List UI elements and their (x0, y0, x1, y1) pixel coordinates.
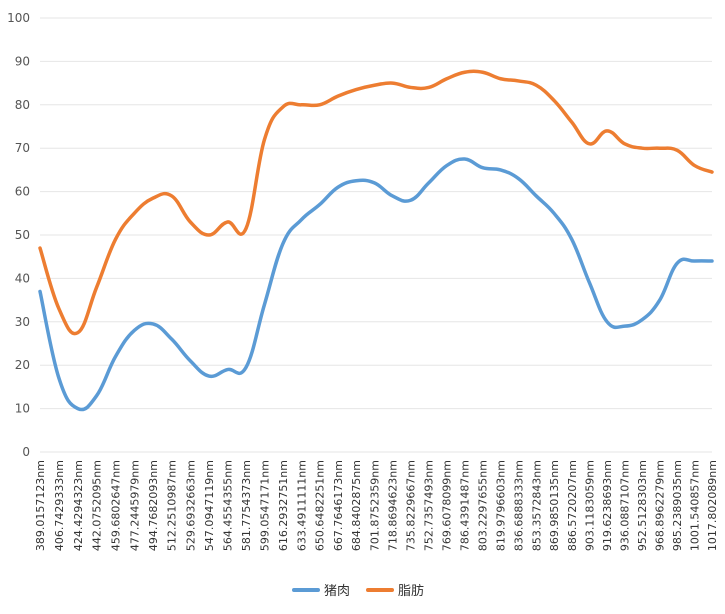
series-line-0[interactable] (38, 157, 714, 412)
x-tick-label: 1001.540857nm (689, 460, 702, 551)
x-tick-label: 968.8962279nm (654, 460, 667, 551)
x-tick-label: 919.6238693nm (601, 460, 614, 551)
x-tick-label: 442.0752095nm (91, 460, 104, 551)
legend-label-series-0: 猪肉 (324, 584, 350, 599)
x-tick-label: 650.6482251nm (314, 460, 327, 551)
x-tick-label: 512.2510987nm (166, 460, 179, 551)
x-tick-label: 886.5720207nm (566, 460, 579, 551)
x-tick-label: 701.8752359nm (368, 460, 381, 551)
y-tick-label: 100 (7, 11, 30, 25)
x-tick-label: 459.6802647nm (110, 460, 123, 551)
grid-lines (40, 17, 712, 453)
y-tick-label: 90 (15, 54, 30, 68)
x-tick-label: 952.5128303nm (636, 460, 649, 551)
x-tick-label: 786.4391487nm (459, 460, 472, 551)
x-tick-label: 819.9796603nm (495, 460, 508, 551)
x-tick-label: 752.7357493nm (423, 460, 436, 551)
series-line-1[interactable] (38, 69, 714, 336)
y-tick-label: 10 (15, 402, 30, 416)
x-tick-label: 389.0157123nm (34, 460, 47, 551)
x-tick-label: 769.6078099nm (441, 460, 454, 551)
x-tick-label: 667.7646173nm (332, 460, 345, 551)
y-tick-label: 40 (15, 271, 30, 285)
x-tick-label: 494.7682093nm (147, 460, 160, 551)
x-tick-label: 424.4294323nm (72, 460, 85, 551)
y-axis-ticks: 0 10 20 30 40 50 60 70 80 90 100 (7, 11, 30, 459)
x-tick-label: 718.8694623nm (387, 460, 400, 551)
x-tick-label: 985.2389035nm (671, 460, 684, 551)
x-tick-label: 684.8402875nm (350, 460, 363, 551)
x-tick-label: 633.4911111nm (295, 460, 308, 551)
x-tick-label: 581.7754373nm (240, 460, 253, 551)
x-tick-label: 1017.802089nm (706, 460, 719, 551)
y-tick-label: 20 (15, 358, 30, 372)
series-lines (38, 69, 714, 412)
y-tick-label: 50 (15, 228, 30, 242)
x-tick-label: 903.1183059nm (583, 460, 596, 551)
x-tick-label: 599.0547171nm (258, 460, 271, 551)
x-tick-label: 936.0887107nm (619, 460, 632, 551)
x-tick-label: 869.9850135nm (548, 460, 561, 551)
y-tick-label: 60 (15, 185, 30, 199)
x-tick-label: 616.2932751nm (277, 460, 290, 551)
x-tick-label: 836.6888333nm (512, 460, 525, 551)
y-tick-label: 80 (15, 98, 30, 112)
y-tick-label: 0 (22, 445, 30, 459)
x-tick-label: 406.7429333nm (53, 460, 66, 551)
y-tick-label: 70 (15, 141, 30, 155)
x-tick-label: 803.2297655nm (477, 460, 490, 551)
x-tick-label: 564.4554355nm (221, 460, 234, 551)
x-axis-ticks: 389.0157123nm 406.7429333nm 424.4294323nm 4… (34, 460, 719, 551)
x-tick-label: 735.8229667nm (405, 460, 418, 551)
legend-label-series-1: 脂肪 (398, 583, 424, 599)
x-tick-label: 529.6932663nm (184, 460, 197, 551)
y-tick-label: 30 (15, 315, 30, 329)
x-tick-label: 547.0947119nm (203, 460, 216, 551)
x-tick-label: 853.3572843nm (530, 460, 543, 551)
legend[interactable]: 猪肉 脂肪 (292, 583, 424, 599)
x-tick-label: 477.2445979nm (128, 460, 141, 551)
